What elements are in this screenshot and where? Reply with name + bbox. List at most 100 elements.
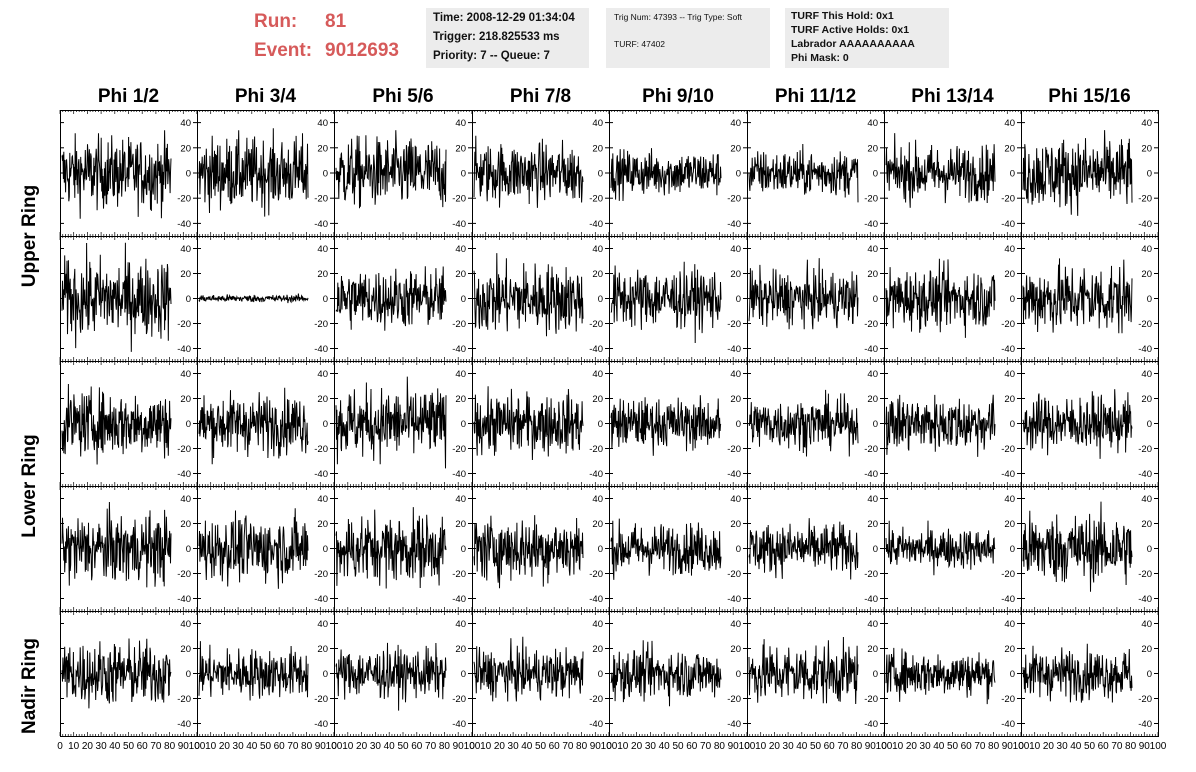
y-tick-label: 20	[455, 143, 466, 154]
y-tick-label: -40	[727, 469, 741, 480]
x-tick-label: 80	[576, 741, 588, 752]
y-tick-label: 0	[186, 419, 191, 430]
waveform-trace	[748, 143, 859, 203]
x-tick-label: 10	[617, 741, 629, 752]
y-tick-label: -40	[1138, 469, 1152, 480]
x-tick-label: 80	[439, 741, 451, 752]
x-tick-label: 0	[606, 741, 612, 752]
y-tick-label: 0	[461, 169, 466, 180]
waveform-trace	[1022, 130, 1133, 216]
waveform-trace	[61, 130, 172, 219]
y-tick-label: 40	[592, 369, 603, 380]
y-tick-label: 40	[180, 244, 191, 255]
y-tick-label: 0	[461, 419, 466, 430]
y-tick-label: -20	[177, 569, 191, 580]
x-tick-label: 30	[783, 741, 795, 752]
y-tick-label: 20	[867, 519, 878, 530]
x-tick-label: 30	[1057, 741, 1069, 752]
y-tick-label: 40	[1141, 118, 1152, 129]
y-tick-label: 0	[1147, 169, 1152, 180]
y-tick-label: 40	[730, 244, 741, 255]
y-tick-label: -40	[177, 469, 191, 480]
y-tick-label: -40	[1138, 594, 1152, 605]
x-tick-label: 50	[260, 741, 272, 752]
y-tick-label: 0	[461, 544, 466, 555]
x-tick-label: 10	[68, 741, 80, 752]
x-tick-label: 100	[601, 741, 618, 752]
run-label: Run:	[254, 11, 298, 32]
y-tick-label: 40	[1141, 494, 1152, 505]
x-tick-label: 100	[1150, 741, 1167, 752]
waveform-trace	[61, 638, 172, 709]
y-tick-label: -20	[314, 319, 328, 330]
y-tick-label: 40	[867, 369, 878, 380]
y-tick-label: 20	[1004, 644, 1015, 655]
trigger-info-box: Trig Num: 47393 -- Trig Type: Soft TURF:…	[606, 8, 770, 68]
waveform-trace	[198, 387, 309, 465]
x-tick-label: 80	[714, 741, 726, 752]
y-tick-label: -40	[314, 469, 328, 480]
y-tick-label: 0	[598, 169, 603, 180]
y-tick-label: 0	[873, 169, 878, 180]
y-tick-label: -20	[727, 444, 741, 455]
y-tick-label: 40	[455, 369, 466, 380]
y-tick-label: 40	[592, 118, 603, 129]
y-tick-label: -40	[1138, 344, 1152, 355]
y-tick-label: 20	[1004, 269, 1015, 280]
y-tick-label: 0	[598, 294, 603, 305]
trig-num-text: Trig Num: 47393 -- Trig Type: Soft	[614, 12, 743, 22]
x-tick-label: 30	[96, 741, 108, 752]
y-tick-label: -40	[864, 219, 878, 230]
y-tick-label: 20	[317, 394, 328, 405]
x-tick-label: 70	[562, 741, 574, 752]
column-header-phi-13-14: Phi 13/14	[911, 86, 994, 107]
turf-info-box: TURF This Hold: 0x1 TURF Active Holds: 0…	[785, 8, 949, 68]
waveform-trace	[885, 647, 996, 705]
y-tick-label: 0	[736, 669, 741, 680]
y-tick-label: -20	[1138, 319, 1152, 330]
y-tick-label: -40	[1138, 719, 1152, 730]
y-tick-label: 0	[323, 544, 328, 555]
turf-active-text: TURF Active Holds: 0x1	[791, 24, 910, 36]
waveform-trace	[1022, 501, 1133, 592]
y-tick-label: -20	[727, 694, 741, 705]
timing-info-box: Time: 2008-12-29 01:34:04 Trigger: 218.8…	[426, 8, 589, 68]
y-tick-label: 40	[730, 494, 741, 505]
y-tick-label: -20	[864, 444, 878, 455]
waveform-trace	[335, 376, 447, 469]
y-tick-label: -20	[589, 569, 603, 580]
x-tick-label: 60	[549, 741, 561, 752]
turf-text: TURF: 47402	[614, 39, 666, 49]
y-tick-label: -40	[589, 719, 603, 730]
y-tick-label: -20	[727, 194, 741, 205]
y-tick-label: 40	[455, 244, 466, 255]
x-tick-label: 70	[1111, 741, 1123, 752]
y-tick-label: 40	[180, 619, 191, 630]
y-tick-label: 20	[592, 519, 603, 530]
y-tick-label: -20	[177, 194, 191, 205]
y-tick-label: 0	[1010, 169, 1015, 180]
y-tick-label: 20	[180, 519, 191, 530]
y-tick-label: -20	[1001, 694, 1015, 705]
y-tick-label: -40	[314, 594, 328, 605]
y-tick-label: 0	[598, 669, 603, 680]
event-value: 9012693	[325, 40, 399, 61]
y-tick-label: 20	[730, 394, 741, 405]
y-tick-label: 40	[730, 369, 741, 380]
x-tick-label: 10	[480, 741, 492, 752]
labrador-text: Labrador AAAAAAAAAA	[791, 38, 915, 50]
waveform-trace	[61, 242, 172, 352]
y-tick-label: -20	[1138, 694, 1152, 705]
x-tick-label: 80	[988, 741, 1000, 752]
y-tick-label: 20	[730, 269, 741, 280]
waveform-trace	[473, 135, 584, 208]
y-tick-label: 20	[180, 269, 191, 280]
y-tick-label: 20	[867, 143, 878, 154]
y-tick-label: 20	[867, 269, 878, 280]
x-tick-label: 60	[824, 741, 836, 752]
waveform-trace	[335, 130, 447, 209]
waveform-trace	[473, 636, 584, 702]
y-tick-label: -40	[177, 219, 191, 230]
y-tick-label: -40	[314, 219, 328, 230]
